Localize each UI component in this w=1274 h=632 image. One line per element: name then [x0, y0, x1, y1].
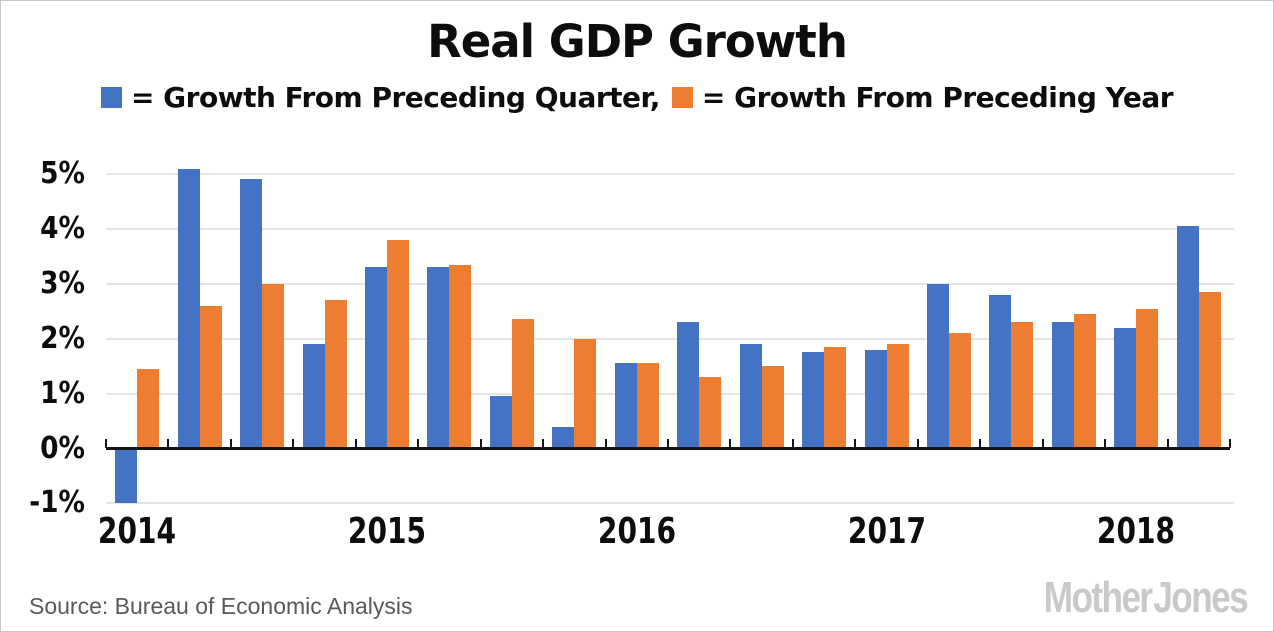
x-axis-tick: [729, 438, 732, 448]
bar-quarter-2014-q2: [177, 168, 200, 449]
x-axis-tick: [479, 438, 482, 448]
bar-year-2014-q1: [137, 368, 160, 449]
bar-quarter-2018-q1: [1114, 327, 1137, 449]
mother-jones-logo: Mother Jones: [1043, 573, 1249, 622]
bar-year-2014-q3: [262, 283, 285, 449]
bar-year-2015-q4: [574, 338, 597, 449]
x-axis-tick: [354, 438, 357, 448]
x-axis-tick: [167, 438, 170, 448]
bar-quarter-2017-q1: [864, 349, 887, 449]
x-axis-tick: [542, 438, 545, 448]
year-label-2015: 2015: [347, 511, 427, 552]
legend-item-year: = Growth From Preceding Year: [671, 81, 1174, 114]
y-tick-label-0%: 0%: [40, 430, 85, 466]
x-axis-tick: [979, 438, 982, 448]
bar-quarter-2017-q2: [927, 283, 949, 449]
gridline-2%: [106, 337, 1234, 340]
chart-legend: = Growth From Preceding Quarter, = Growt…: [1, 81, 1273, 114]
gridline-3%: [106, 282, 1234, 285]
bar-year-2018-q2: [1198, 292, 1221, 449]
bar-quarter-2014-q1: [115, 448, 138, 504]
y-tick-label-1%: 1%: [40, 375, 85, 411]
x-axis-tick: [1104, 438, 1107, 448]
bar-quarter-2014-q3: [240, 179, 263, 449]
bar-year-2015-q2: [449, 264, 472, 449]
bar-year-2017-q2: [949, 333, 971, 449]
bar-year-2015-q3: [511, 319, 534, 449]
bar-quarter-2016-q3: [739, 344, 762, 449]
bar-quarter-2015-q2: [427, 267, 450, 449]
legend-swatch-quarter-icon: [100, 87, 122, 108]
bar-quarter-2015-q4: [552, 426, 575, 449]
bar-year-2015-q1: [387, 239, 409, 449]
bar-year-2017-q1: [886, 344, 909, 449]
x-axis-tick: [1229, 438, 1231, 448]
x-axis-tick: [854, 438, 857, 448]
bar-year-2016-q4: [824, 346, 847, 449]
legend-label-year: = Growth From Preceding Year: [701, 81, 1174, 114]
x-axis-tick: [667, 438, 669, 448]
bar-quarter-2016-q4: [802, 352, 825, 449]
year-label-2016: 2016: [597, 511, 676, 552]
gridline--1%: [106, 502, 1234, 505]
y-tick-label--1%: -1%: [29, 485, 85, 521]
gridline-4%: [106, 227, 1234, 230]
bar-quarter-2014-q4: [302, 344, 325, 449]
chart-title: Real GDP Growth: [427, 15, 848, 68]
bar-year-2014-q2: [199, 305, 222, 449]
bar-year-2016-q2: [699, 377, 722, 449]
legend-item-quarter: = Growth From Preceding Quarter,: [100, 81, 660, 114]
bar-year-2018-q1: [1136, 308, 1159, 449]
y-tick-label-4%: 4%: [40, 210, 85, 246]
bar-quarter-2018-q2: [1176, 226, 1199, 449]
legend-label-quarter: = Growth From Preceding Quarter,: [130, 81, 660, 114]
x-axis-tick: [105, 438, 107, 448]
x-axis-tick: [791, 438, 794, 448]
x-axis-tick: [229, 438, 232, 448]
source-text: Source: Bureau of Economic Analysis: [29, 593, 413, 619]
x-axis-tick: [292, 438, 295, 448]
gridline-5%: [106, 173, 1234, 175]
bar-quarter-2016-q2: [677, 322, 700, 449]
bar-year-2016-q3: [761, 366, 784, 449]
x-axis-tick: [916, 438, 919, 448]
bar-quarter-2015-q3: [489, 396, 512, 449]
x-axis-tick: [417, 438, 420, 448]
x-axis-tick: [1166, 438, 1169, 448]
y-tick-label-3%: 3%: [40, 265, 85, 301]
x-axis-tick: [1041, 438, 1044, 448]
bar-year-2016-q1: [636, 363, 659, 449]
bar-quarter-2016-q1: [614, 363, 637, 449]
gridline-1%: [106, 392, 1234, 395]
bar-quarter-2017-q4: [1051, 322, 1074, 449]
bar-year-2014-q4: [324, 300, 347, 449]
x-axis-line: [106, 447, 1230, 450]
bar-year-2017-q3: [1011, 322, 1034, 449]
y-tick-label-5%: 5%: [40, 156, 85, 191]
year-label-2014: 2014: [98, 511, 177, 552]
bar-year-2017-q4: [1073, 313, 1096, 449]
year-label-2018: 2018: [1097, 511, 1176, 552]
y-tick-label-2%: 2%: [40, 320, 85, 356]
year-label-2017: 2017: [847, 511, 926, 552]
bar-quarter-2017-q3: [989, 294, 1012, 449]
x-axis-tick: [604, 438, 607, 448]
legend-swatch-year-icon: [671, 87, 693, 108]
bar-quarter-2015-q1: [365, 267, 387, 449]
